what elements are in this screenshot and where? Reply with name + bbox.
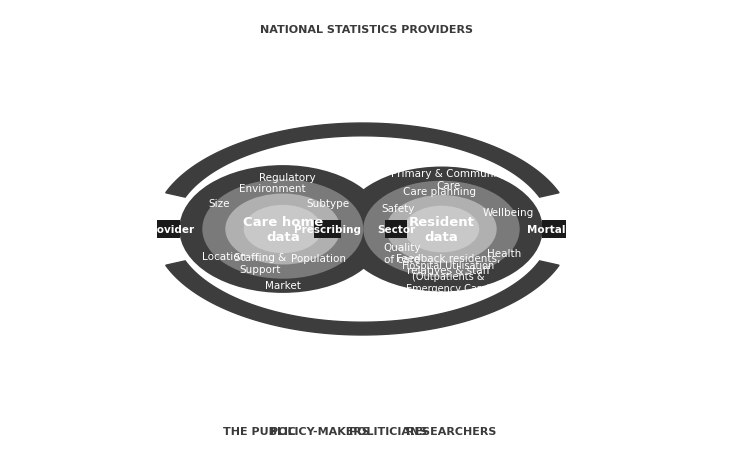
Text: NATIONAL STATISTICS PROVIDERS: NATIONAL STATISTICS PROVIDERS xyxy=(261,25,474,35)
Text: Safety: Safety xyxy=(381,204,414,214)
Text: Size: Size xyxy=(208,199,229,209)
Ellipse shape xyxy=(340,167,542,292)
Text: Staffing &
Support: Staffing & Support xyxy=(234,252,286,274)
Text: Hospital Utilisation
(Outpatients &
Emergency Care): Hospital Utilisation (Outpatients & Emer… xyxy=(402,260,495,293)
FancyBboxPatch shape xyxy=(542,220,565,239)
Text: Prescribing: Prescribing xyxy=(294,224,361,235)
Text: Environment: Environment xyxy=(239,184,306,194)
Text: Care planning: Care planning xyxy=(403,187,476,197)
Ellipse shape xyxy=(404,206,479,253)
Text: POLICY-MAKERS: POLICY-MAKERS xyxy=(270,426,370,437)
Text: POLITICIANS: POLITICIANS xyxy=(349,426,428,437)
Text: Population: Population xyxy=(291,253,346,263)
Ellipse shape xyxy=(364,181,520,278)
Text: Market: Market xyxy=(265,280,301,290)
Text: Mortality: Mortality xyxy=(527,224,580,235)
Text: Regulatory: Regulatory xyxy=(259,172,316,182)
Ellipse shape xyxy=(244,206,322,253)
Text: Care home
data: Care home data xyxy=(243,216,323,243)
Text: Feedback residents,
relatives & staff: Feedback residents, relatives & staff xyxy=(396,254,501,275)
Polygon shape xyxy=(165,124,559,198)
Polygon shape xyxy=(165,261,559,335)
Text: Wellbeing: Wellbeing xyxy=(483,207,534,217)
Text: Location: Location xyxy=(202,251,246,261)
FancyBboxPatch shape xyxy=(157,220,180,239)
Text: Health: Health xyxy=(487,248,522,258)
Text: Primary & Community
Care: Primary & Community Care xyxy=(390,169,506,190)
Ellipse shape xyxy=(180,166,387,293)
Ellipse shape xyxy=(387,196,497,263)
Text: Sector: Sector xyxy=(377,224,415,235)
Ellipse shape xyxy=(225,194,340,265)
Text: Quality
of care: Quality of care xyxy=(384,243,421,264)
Text: Subtype: Subtype xyxy=(306,199,349,209)
Text: RESEARCHERS: RESEARCHERS xyxy=(405,426,496,437)
FancyBboxPatch shape xyxy=(314,220,341,239)
FancyBboxPatch shape xyxy=(385,220,407,239)
Ellipse shape xyxy=(203,180,364,279)
Text: Resident
data: Resident data xyxy=(408,216,475,243)
Text: Provider: Provider xyxy=(144,224,194,235)
Text: THE PUBLIC: THE PUBLIC xyxy=(224,426,297,437)
